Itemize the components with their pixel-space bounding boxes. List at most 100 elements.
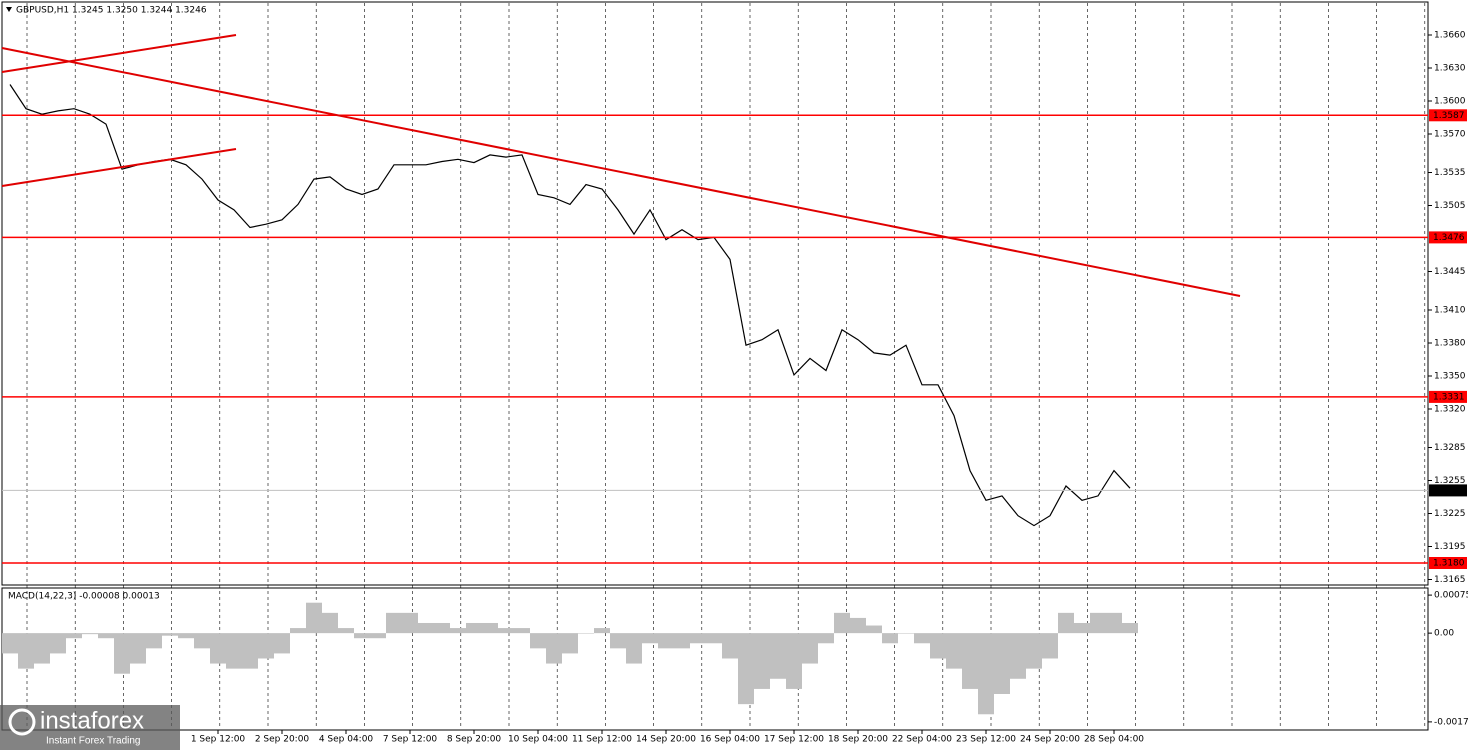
macd-bar	[1010, 633, 1026, 679]
macd-bar	[754, 633, 770, 689]
macd-bar	[994, 633, 1010, 694]
x-tick-label: 17 Sep 12:00	[764, 735, 824, 745]
macd-bar	[338, 628, 354, 634]
macd-bar	[66, 633, 82, 639]
macd-bar	[866, 625, 882, 634]
macd-bar	[178, 633, 194, 639]
macd-bar	[514, 628, 530, 634]
level-label: 1.3331	[1433, 392, 1465, 402]
level-tag	[1429, 231, 1467, 244]
macd-bar	[418, 622, 434, 634]
macd-bar	[914, 633, 930, 644]
macd-bar	[1026, 633, 1042, 669]
macd-title: MACD(14,22,3) -0.00008 0.00013	[8, 592, 160, 602]
macd-bar	[242, 633, 258, 669]
macd-bar	[1074, 622, 1090, 634]
macd-bar	[98, 633, 114, 639]
macd-bar	[946, 633, 962, 669]
macd-bar	[322, 612, 338, 634]
trendlines	[1, 34, 1241, 297]
macd-bar	[482, 622, 498, 634]
x-tick-label: 1 Sep 12:00	[191, 735, 246, 745]
watermark-brand: instaforex	[40, 707, 144, 734]
watermark: instaforex Instant Forex Trading	[0, 705, 180, 750]
macd-bar	[546, 633, 562, 664]
macd-bar	[210, 633, 226, 664]
macd-bar	[898, 633, 914, 634]
macd-bar	[146, 633, 162, 649]
macd-bar	[594, 628, 610, 634]
macd-bar	[642, 633, 658, 644]
y-tick-label: 1.3165	[1434, 575, 1466, 585]
level-label: 1.3587	[1433, 111, 1465, 121]
x-tick-label: 16 Sep 04:00	[700, 735, 760, 745]
macd-bar	[434, 622, 450, 634]
macd-bar	[738, 633, 754, 705]
x-tick-label: 4 Sep 04:00	[319, 735, 374, 745]
x-tick-label: 8 Sep 20:00	[447, 735, 502, 745]
macd-bar	[802, 633, 818, 664]
data-layer: 1.3660 1.3630 1.3600 1.3570 1.3535 1.3505 1.34…	[2, 31, 1468, 745]
macd-bar	[402, 612, 418, 634]
macd-bar	[306, 602, 322, 634]
macd-bar	[1058, 612, 1074, 634]
macd-bar	[882, 633, 898, 644]
price-line	[9, 84, 1131, 527]
y-tick-label: 1.3600	[1434, 97, 1466, 107]
macd-bar	[466, 622, 482, 634]
macd-bar	[114, 633, 130, 674]
macd-bar	[130, 633, 146, 664]
last-price-tag	[1429, 484, 1467, 497]
macd-bar	[530, 633, 546, 649]
y-tick-label: 1.3630	[1434, 64, 1466, 74]
y-tick-label: 1.3660	[1434, 31, 1466, 41]
y-tick-label: 0.00075	[1434, 591, 1468, 601]
y-tick-label: 0.00	[1434, 629, 1454, 639]
y-tick-label: -0.00175	[1434, 717, 1468, 727]
macd-bar	[258, 633, 274, 659]
level-label: 1.3476	[1433, 233, 1465, 243]
trendline	[1, 148, 237, 187]
x-tick-label: 23 Sep 12:00	[956, 735, 1016, 745]
x-tick-label: 11 Sep 12:00	[572, 735, 632, 745]
menu-arrow[interactable]	[6, 7, 12, 12]
chart-title: GBPUSD,H1 1.3245 1.3250 1.3244 1.3246	[16, 6, 207, 16]
x-tick-label: 22 Sep 04:00	[892, 735, 952, 745]
trendline	[1, 34, 237, 73]
watermark-tagline: Instant Forex Trading	[46, 736, 141, 747]
y-tick-label: 1.3350	[1434, 372, 1466, 382]
last-price-label: 1.3246	[1433, 486, 1465, 496]
macd-bar	[930, 633, 946, 659]
price-panel	[1, 1, 1429, 586]
y-tick-label: 1.3505	[1434, 201, 1466, 211]
macd-bar	[610, 633, 626, 649]
y-tick-label: 1.3535	[1434, 168, 1466, 178]
macd-bar	[850, 617, 866, 634]
macd-bar	[386, 612, 402, 634]
macd-bar	[162, 633, 178, 636]
macd-bar	[562, 633, 578, 654]
macd-bar	[18, 633, 34, 669]
grid-layer	[26, 3, 1426, 729]
macd-bar	[34, 633, 50, 664]
y-tick-label: 1.3255	[1434, 476, 1466, 486]
macd-bar	[1090, 612, 1106, 634]
macd-bar	[626, 633, 642, 664]
x-tick-label: 2 Sep 20:00	[255, 735, 310, 745]
macd-bar	[578, 633, 594, 634]
macd-bar	[370, 633, 386, 639]
level-label: 1.3180	[1433, 559, 1465, 569]
level-tag	[1429, 390, 1467, 403]
macd-bar	[194, 633, 210, 649]
macd-bar	[722, 633, 738, 659]
y-tick-label: 1.3380	[1434, 339, 1466, 349]
macd-bar	[1106, 612, 1122, 634]
macd-bar	[226, 633, 242, 669]
y-tick-label: 1.3195	[1434, 542, 1466, 552]
y-tick-label: 1.3570	[1434, 130, 1466, 140]
macd-bar	[962, 633, 978, 689]
macd-bar	[818, 633, 834, 644]
x-tick-label: 7 Sep 12:00	[383, 735, 438, 745]
